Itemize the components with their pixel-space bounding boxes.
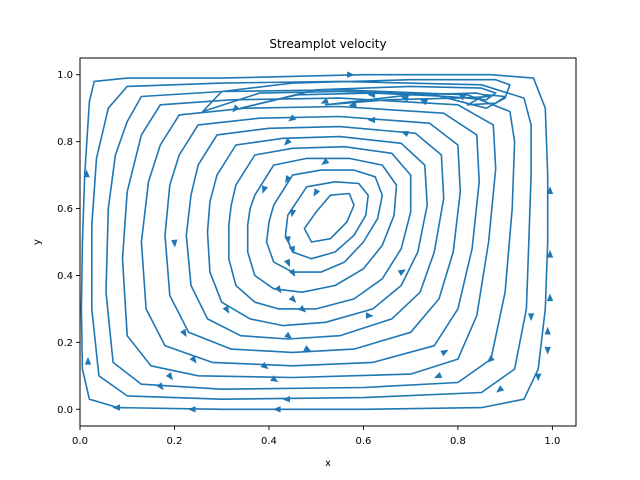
x-tick-label-3: 0.6 [355, 436, 371, 447]
flow-arrow-50 [546, 293, 554, 302]
streamline-0 [80, 73, 549, 411]
flow-arrow-32 [165, 372, 173, 381]
flow-arrow-42 [440, 349, 449, 357]
flow-arrow-5 [400, 95, 409, 102]
streamline-9 [246, 157, 398, 293]
y-tick-label-3: 0.6 [57, 204, 73, 215]
chart-title: Streamplot velocity [269, 37, 386, 51]
flow-arrow-2 [348, 101, 357, 108]
flow-arrow-20 [288, 268, 296, 277]
y-axis-ticks: 0.0 0.2 0.4 0.6 0.8 1.0 [57, 70, 80, 416]
flow-arrow-27 [397, 269, 406, 276]
y-axis-label: y [32, 239, 43, 245]
flow-arrow-19 [284, 258, 290, 268]
streamline-15 [324, 92, 492, 106]
flow-arrow-38 [187, 406, 196, 413]
flow-arrow-6 [458, 93, 467, 101]
streamline-13 [202, 78, 511, 113]
flow-arrow-22 [274, 285, 282, 294]
flow-arrow-17 [284, 236, 291, 245]
flow-arrow-4 [419, 99, 429, 106]
y-tick-label-4: 0.8 [57, 137, 73, 148]
flow-arrow-21 [171, 239, 178, 248]
plot-area-frame [79, 57, 577, 427]
flow-arrow-15 [313, 188, 321, 197]
flow-arrow-16 [289, 209, 297, 218]
flow-arrow-11 [284, 137, 292, 146]
x-tick-label-1: 0.2 [167, 436, 183, 447]
flow-arrow-8 [288, 114, 297, 122]
flow-arrow-30 [303, 345, 312, 352]
flow-arrow-44 [486, 355, 495, 363]
y-tick-label-0: 0.0 [57, 405, 73, 416]
x-axis-ticks: 0.0 0.2 0.4 0.6 0.8 1.0 [72, 426, 560, 447]
y-tick-label-2: 0.4 [57, 271, 73, 282]
flow-arrow-34 [270, 375, 279, 383]
flow-arrow-3 [320, 97, 329, 104]
flow-arrow-10 [400, 131, 410, 137]
flow-arrow-13 [261, 185, 268, 194]
flow-arrow-0 [347, 71, 355, 78]
flow-arrow-24 [222, 305, 230, 314]
flow-arrow-37 [112, 404, 120, 411]
streamline-16 [466, 94, 506, 106]
x-axis-label: x [325, 458, 331, 469]
flow-arrow-12 [321, 157, 330, 165]
y-tick-label-5: 1.0 [57, 70, 73, 81]
streamline-3 [121, 97, 497, 379]
flow-arrow-9 [367, 116, 376, 124]
flow-arrow-18 [288, 245, 295, 254]
streamline-1 [91, 80, 532, 400]
flow-arrow-49 [546, 249, 554, 258]
flow-arrow-41 [84, 356, 92, 365]
flow-arrow-26 [365, 312, 374, 319]
streamline-12 [303, 192, 355, 243]
flow-arrow-29 [284, 331, 293, 339]
streamline-7 [206, 135, 428, 327]
flow-arrows [83, 71, 554, 413]
y-tick-label-1: 0.2 [57, 338, 73, 349]
flow-arrow-14 [285, 175, 292, 184]
x-tick-label-0: 0.0 [72, 436, 88, 447]
flow-arrow-23 [288, 295, 297, 303]
streamline-8 [228, 145, 412, 310]
flow-arrow-39 [272, 406, 281, 413]
flow-arrow-36 [282, 396, 290, 403]
flow-arrow-28 [180, 328, 187, 338]
flow-arrow-1 [367, 91, 376, 98]
flow-arrow-47 [535, 373, 542, 382]
x-tick-label-2: 0.4 [261, 436, 277, 447]
flow-arrow-52 [544, 346, 551, 355]
flow-arrow-25 [298, 305, 307, 313]
flow-arrow-40 [83, 169, 90, 178]
streamline-10 [265, 169, 384, 273]
x-tick-label-4: 0.8 [450, 436, 466, 447]
x-tick-label-5: 1.0 [544, 436, 560, 447]
streamline-5 [164, 115, 462, 354]
flow-arrow-33 [260, 361, 269, 370]
streamline-6 [185, 125, 445, 340]
flow-arrow-45 [496, 385, 505, 393]
flow-arrow-46 [527, 313, 535, 322]
flow-arrow-31 [189, 355, 197, 364]
flow-arrow-48 [546, 186, 554, 194]
flow-arrow-51 [544, 326, 551, 335]
flow-arrow-43 [434, 372, 443, 378]
flow-arrow-7 [232, 104, 240, 113]
streamline-4 [140, 105, 480, 367]
flow-arrow-35 [156, 382, 164, 391]
